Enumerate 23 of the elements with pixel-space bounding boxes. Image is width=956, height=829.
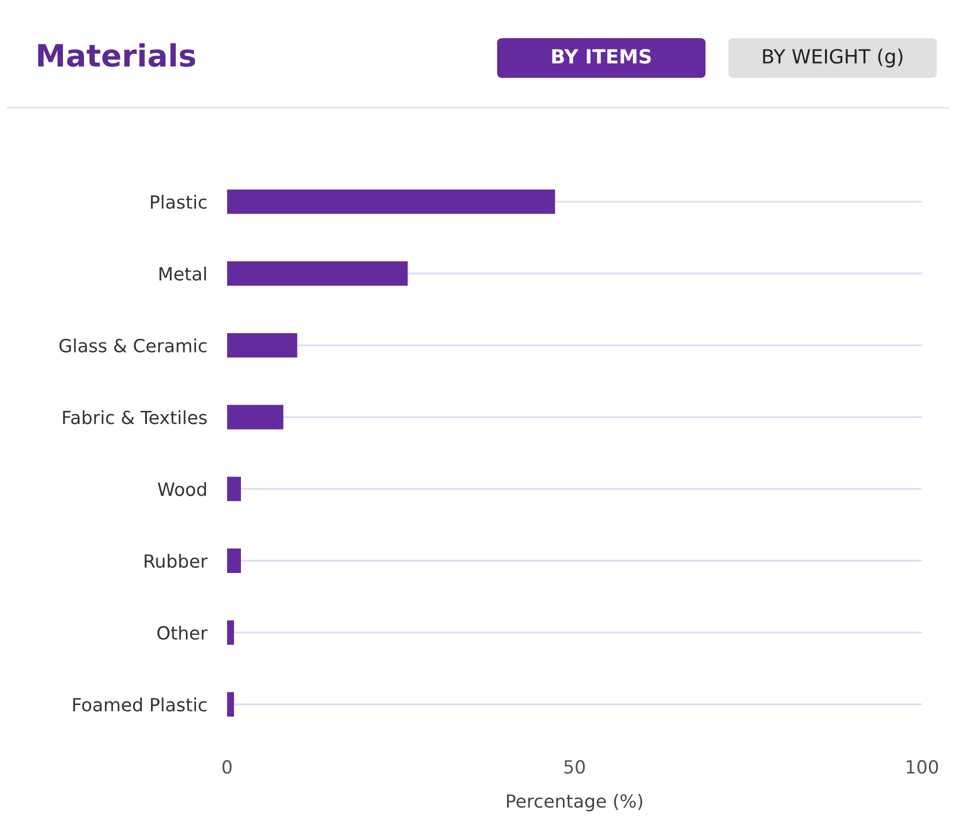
y-tick-label: Foamed Plastic — [73, 698, 206, 712]
bar — [227, 548, 241, 573]
x-tick-label: 100 — [906, 760, 938, 774]
bar — [227, 692, 234, 717]
bar — [227, 261, 408, 286]
chart-title: Materials — [38, 43, 196, 67]
y-tick-label: Wood — [158, 482, 206, 496]
bar — [227, 404, 284, 430]
x-tick-label: 0 — [222, 760, 232, 774]
bar — [227, 190, 556, 214]
bar — [227, 620, 234, 645]
bar — [227, 476, 241, 502]
text: BY ITEMS — [552, 48, 651, 64]
y-tick-label: Rubber — [144, 554, 208, 568]
x-tick-label: 50 — [564, 760, 585, 774]
y-tick-label: Fabric & Textiles — [63, 410, 207, 424]
y-tick-label: Metal — [160, 266, 206, 281]
y-tick-label: Other — [157, 626, 208, 640]
bar — [227, 333, 298, 358]
y-tick-label: Plastic — [150, 194, 206, 209]
y-tick-label: Glass & Ceramic — [59, 338, 206, 352]
text: BY WEIGHT (g) — [763, 48, 902, 68]
x-axis-title: Percentage (%) — [507, 794, 642, 812]
